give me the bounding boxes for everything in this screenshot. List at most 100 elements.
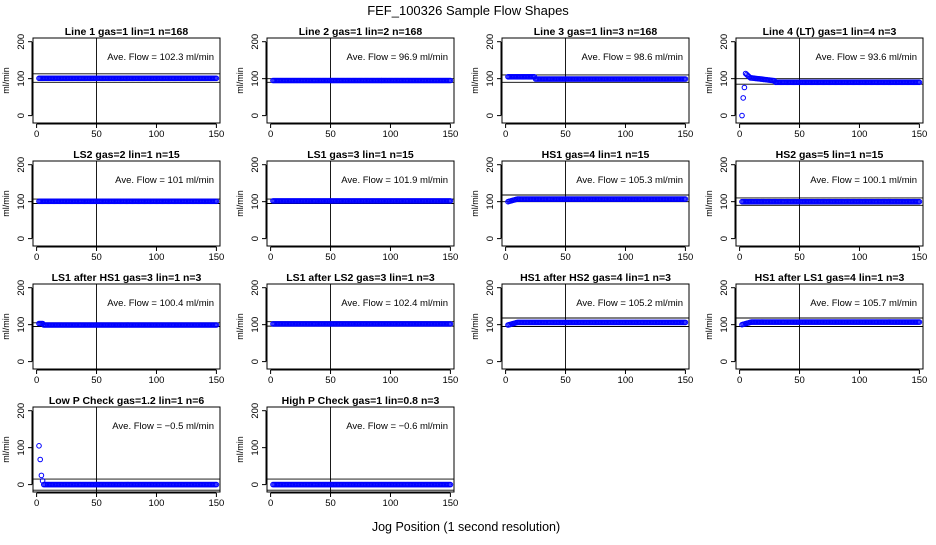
avg-flow-label: Ave. Flow = 105.3 ml/min — [576, 175, 683, 186]
y-axis-label: ml/min — [704, 67, 714, 94]
figure-title: FEF_100326 Sample Flow Shapes — [367, 3, 569, 18]
y-tick-label: 0 — [250, 359, 261, 364]
x-tick-label: 0 — [737, 129, 742, 140]
y-tick-label: 0 — [16, 113, 27, 118]
x-tick-label: 100 — [618, 129, 634, 140]
y-axis-label: ml/min — [470, 190, 480, 217]
panel-7: HS1 gas=4 lin=1 n=15 0 50 100 150 0 100 200 ml/m… — [470, 149, 693, 263]
panel-14: High P Check gas=1 lin=0.8 n=3 0 50 100 150 0… — [235, 395, 458, 509]
x-tick-label: 50 — [91, 129, 102, 140]
y-tick-label: 100 — [485, 71, 496, 87]
avg-flow-label: Ave. Flow = 96.9 ml/min — [347, 52, 448, 63]
y-axis-label: ml/min — [235, 313, 245, 340]
data-point — [447, 77, 454, 84]
panel-1: Line 1 gas=1 lin=1 n=168 0 50 100 150 0 100 200… — [1, 26, 224, 140]
y-tick-label: 100 — [719, 194, 730, 210]
panel-title: Line 4 (LT) gas=1 lin=4 n=3 — [763, 26, 897, 38]
x-tick-label: 150 — [442, 129, 458, 140]
y-tick-label: 0 — [16, 236, 27, 241]
x-tick-label: 150 — [677, 129, 693, 140]
x-tick-label: 150 — [442, 252, 458, 263]
data-points — [505, 74, 689, 82]
y-tick-label: 0 — [250, 113, 261, 118]
panel-title: LS1 after HS1 gas=3 lin=1 n=3 — [52, 272, 202, 284]
data-point — [741, 84, 748, 91]
x-tick-label: 150 — [911, 252, 927, 263]
panel-title: LS1 after LS2 gas=3 lin=1 n=3 — [286, 272, 435, 284]
y-tick-label: 100 — [16, 317, 27, 333]
y-axis-label: ml/min — [235, 190, 245, 217]
y-tick-label: 0 — [719, 113, 730, 118]
x-tick-label: 150 — [911, 129, 927, 140]
data-point — [447, 321, 454, 327]
plot-frame — [32, 37, 221, 124]
data-point — [213, 322, 220, 328]
panel-title: Low P Check gas=1.2 lin=1 n=6 — [49, 395, 204, 407]
x-tick-label: 50 — [560, 129, 571, 140]
avg-flow-label: Ave. Flow = 101.9 ml/min — [341, 175, 448, 186]
x-tick-label: 50 — [794, 375, 805, 386]
figure-x-axis-label: Jog Position (1 second resolution) — [372, 520, 560, 534]
y-tick-label: 200 — [250, 157, 261, 173]
avg-flow-label: Ave. Flow = 93.6 ml/min — [816, 52, 917, 63]
panel-title: LS1 gas=3 lin=1 n=15 — [307, 149, 414, 161]
x-tick-label: 150 — [442, 375, 458, 386]
y-tick-label: 0 — [485, 236, 496, 241]
y-axis-label: ml/min — [1, 190, 11, 217]
x-tick-label: 0 — [34, 252, 39, 263]
data-point — [740, 95, 747, 101]
x-tick-label: 50 — [91, 375, 102, 386]
x-tick-label: 0 — [34, 498, 39, 509]
y-tick-label: 100 — [250, 440, 261, 456]
plot-frame — [735, 160, 924, 247]
x-tick-label: 0 — [268, 252, 273, 263]
plot-frame — [735, 37, 924, 124]
x-tick-label: 0 — [34, 129, 39, 140]
y-axis-label: ml/min — [704, 190, 714, 217]
x-tick-label: 150 — [911, 375, 927, 386]
y-tick-label: 100 — [485, 194, 496, 210]
x-tick-label: 150 — [677, 252, 693, 263]
data-point — [213, 198, 220, 205]
plot-frame — [266, 37, 455, 124]
panel-title: Line 3 gas=1 lin=3 n=168 — [534, 26, 658, 38]
data-points — [270, 77, 454, 84]
data-point — [36, 443, 42, 449]
x-tick-label: 50 — [325, 375, 336, 386]
x-tick-label: 100 — [852, 252, 868, 263]
avg-flow-label: Ave. Flow = 100.4 ml/min — [107, 298, 214, 309]
data-points — [739, 70, 923, 119]
y-tick-label: 0 — [719, 359, 730, 364]
y-axis-label: ml/min — [235, 67, 245, 94]
panel-10: LS1 after LS2 gas=3 lin=1 n=3 0 50 100 150 0 1… — [235, 272, 458, 386]
panel-12: HS1 after LS1 gas=4 lin=1 n=3 0 50 100 150 0 1… — [704, 272, 927, 386]
data-points — [270, 481, 454, 488]
data-points — [270, 198, 454, 204]
data-point — [916, 198, 923, 205]
x-tick-label: 50 — [325, 252, 336, 263]
data-point — [682, 76, 689, 82]
data-point — [916, 319, 923, 325]
x-tick-label: 0 — [737, 375, 742, 386]
y-tick-label: 0 — [485, 113, 496, 118]
plot-frame — [266, 406, 455, 493]
x-tick-label: 100 — [618, 375, 634, 386]
data-points — [36, 320, 220, 328]
x-tick-label: 100 — [149, 498, 165, 509]
y-tick-label: 0 — [250, 482, 261, 487]
x-tick-label: 0 — [268, 129, 273, 140]
panel-title: HS1 gas=4 lin=1 n=15 — [542, 149, 650, 161]
panel-11: HS1 after HS2 gas=4 lin=1 n=3 0 50 100 150 0 1… — [470, 272, 693, 386]
y-tick-label: 100 — [485, 317, 496, 333]
y-tick-label: 200 — [250, 34, 261, 50]
panel-title: HS1 after LS1 gas=4 lin=1 n=3 — [755, 272, 905, 284]
panels-group: Line 1 gas=1 lin=1 n=168 0 50 100 150 0 100 200… — [1, 26, 927, 509]
x-tick-label: 0 — [503, 252, 508, 263]
x-tick-label: 150 — [677, 375, 693, 386]
data-point — [38, 472, 45, 479]
data-points — [36, 75, 220, 82]
y-tick-label: 200 — [485, 34, 496, 50]
y-tick-label: 100 — [16, 194, 27, 210]
x-tick-label: 0 — [503, 375, 508, 386]
